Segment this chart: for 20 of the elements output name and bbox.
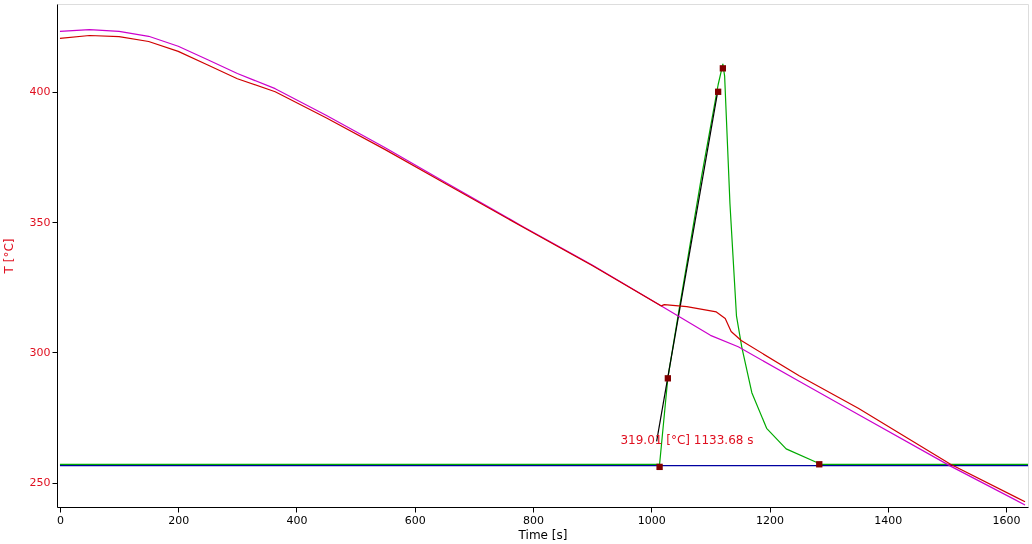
x-tick-label: 1000 — [637, 513, 666, 527]
x-tick-label: 1400 — [874, 513, 903, 527]
x-tick-label: 600 — [404, 513, 426, 527]
point — [656, 463, 663, 471]
x-tick-label: 400 — [286, 513, 308, 527]
y-axis-title: T [°C] — [1, 238, 16, 275]
y-tick-label: 350 — [29, 215, 51, 229]
point — [816, 461, 823, 468]
y-tick-label: 300 — [29, 345, 51, 359]
x-tick-label: 0 — [56, 513, 64, 527]
y-tick-label: 400 — [29, 85, 51, 99]
point — [719, 65, 727, 72]
x-axis-title: Time [s] — [517, 527, 568, 542]
x-tick-label: 1600 — [992, 513, 1021, 527]
x-tick-label: 1200 — [756, 513, 785, 527]
point — [714, 88, 722, 95]
point — [664, 375, 672, 382]
x-tick-label: 200 — [168, 513, 190, 527]
y-tick-label: 250 — [29, 476, 51, 490]
x-tick-label: 800 — [523, 513, 545, 527]
